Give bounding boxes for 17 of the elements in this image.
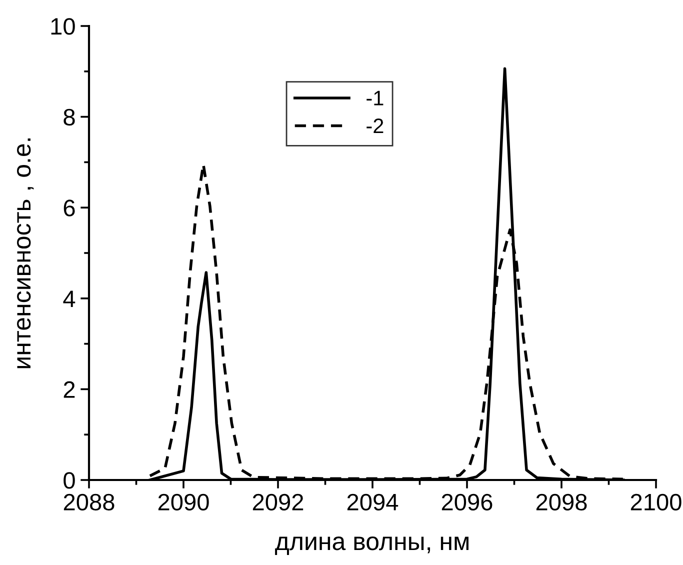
legend-label: -2 [366,118,384,133]
x-tick-label: 2098 [536,494,587,511]
x-tick-label: 2092 [252,494,304,511]
x-tick-label: 2096 [442,494,492,511]
x-tick-label: 2094 [347,494,398,511]
y-tick-label: 6 [64,200,75,216]
legend-label: -1 [366,90,384,106]
y-tick-label: 0 [64,472,75,489]
x-tick-label: 2100 [630,494,682,511]
y-tick-label: 2 [64,381,75,398]
x-tick-label: 2088 [64,494,114,511]
y-tick-label: 10 [51,18,75,35]
y-axis-title: интенсивность , о.е. [17,138,34,368]
y-tick-label: 8 [64,108,75,126]
x-tick-label: 2090 [158,494,209,511]
y-tick-label: 4 [63,290,76,307]
x-axis-title: длина волны, нм [275,536,468,555]
